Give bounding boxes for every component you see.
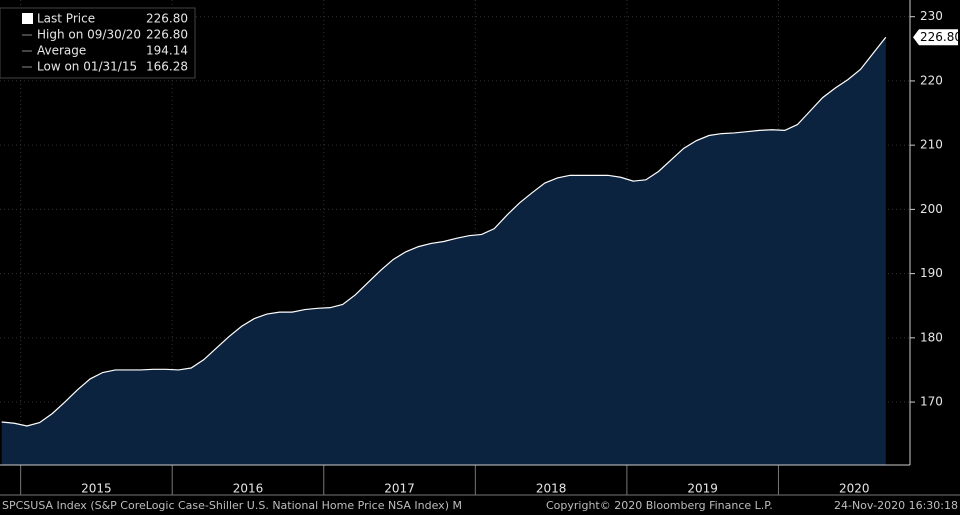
area (1, 37, 886, 466)
legend-label: Last Price (37, 12, 95, 26)
x-tick-label: 2015 (81, 482, 112, 496)
y-tick-label: 170 (920, 395, 943, 409)
legend-value: 194.14 (146, 44, 188, 58)
last-price-label: 226.80 (920, 30, 960, 44)
y-tick-label: 190 (920, 266, 943, 280)
y-tick-label: 210 (920, 138, 943, 152)
last-price-tag (913, 29, 958, 46)
legend-swatch (22, 13, 33, 24)
legend-value: 226.80 (146, 28, 188, 42)
copyright: Copyright© 2020 Bloomberg Finance L.P. (546, 499, 773, 512)
legend-label: Average (37, 44, 86, 58)
x-tick-label: 2016 (233, 482, 264, 496)
x-tick-label: 2019 (687, 482, 718, 496)
legend-value: 226.80 (146, 12, 188, 26)
legend-value: 166.28 (146, 60, 188, 74)
line (1, 36, 887, 427)
y-tick-label: 230 (920, 9, 943, 23)
footer-title: SPCSUSA Index (S&P CoreLogic Case-Shille… (2, 499, 462, 512)
x-tick-label: 2020 (839, 482, 870, 496)
legend-label: Low on 01/31/15 (37, 60, 137, 74)
x-tick-label: 2017 (384, 482, 415, 496)
y-tick-label: 200 (920, 202, 943, 216)
y-tick-label: 180 (920, 330, 943, 344)
legend-label: High on 09/30/20 (37, 28, 141, 42)
y-tick-label: 220 (920, 73, 943, 87)
timestamp: 24-Nov-2020 16:30:18 (834, 499, 958, 512)
x-tick-label: 2018 (536, 482, 567, 496)
